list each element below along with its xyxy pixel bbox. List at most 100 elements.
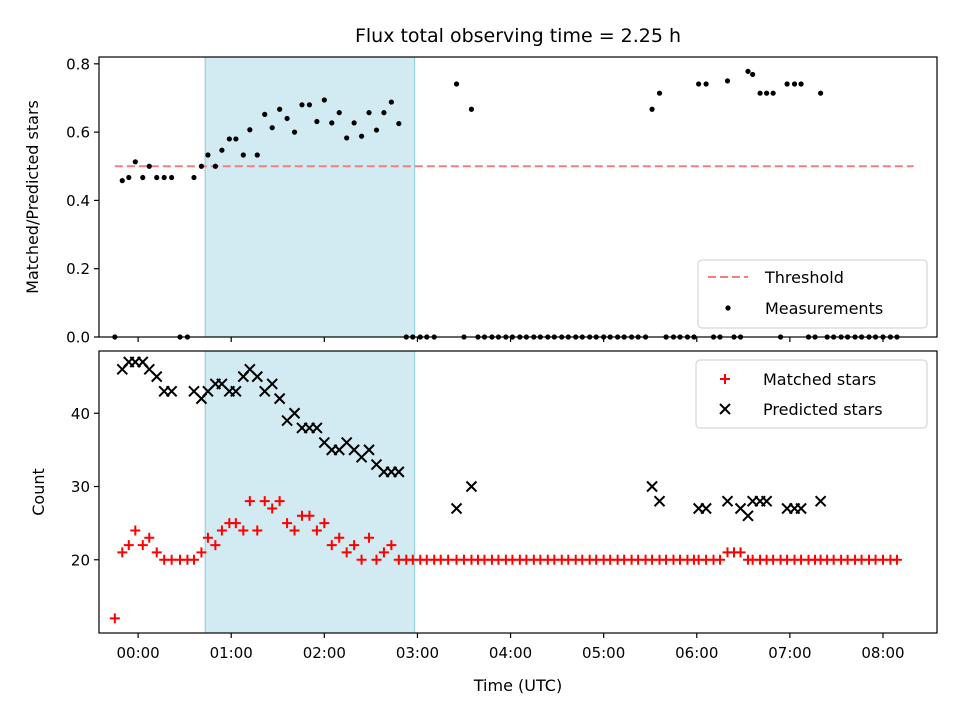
- measurement-point: [262, 111, 268, 117]
- matched-star-point: [244, 496, 255, 507]
- matched-star-point: [304, 510, 315, 521]
- matched-star-point: [267, 503, 278, 514]
- predicted-star-point: [251, 370, 263, 383]
- measurement-point: [329, 120, 335, 126]
- measurement-point: [169, 174, 175, 181]
- measurement-point: [299, 102, 305, 108]
- measurement-point: [212, 163, 218, 169]
- matched-star-point: [137, 540, 148, 551]
- matched-star-point: [109, 613, 120, 624]
- measurement-point: [656, 90, 663, 96]
- bottom-panel: 20 30 40 00:00 01:00 02:00 03:00 04:00 05:00 06:…: [29, 350, 938, 695]
- measurement-point: [219, 147, 225, 153]
- predicted-star-point: [721, 495, 734, 507]
- measurement-point: [191, 174, 197, 181]
- matched-star-point: [202, 532, 213, 543]
- bottom-y-axis-label: Count: [29, 468, 48, 516]
- matched-legend-label: Matched stars: [763, 370, 876, 389]
- matched-star-point: [364, 532, 375, 543]
- matched-star-point: [117, 547, 128, 558]
- predicted-star-point: [363, 444, 375, 456]
- y-tick-label: 40: [71, 405, 90, 423]
- x-tick-label: 08:00: [861, 644, 904, 662]
- top-panel: 0.00.20.40.60.8 Matched/Predicted stars …: [23, 55, 938, 347]
- measurement-point: [373, 127, 380, 133]
- measurement-point: [468, 106, 475, 112]
- chart-title: Flux total observing time = 2.25 h: [355, 25, 681, 47]
- x-tick-label: 02:00: [303, 644, 346, 662]
- bottom-axes-frame: [98, 350, 938, 634]
- measurement-point: [161, 174, 167, 181]
- measurement-point: [703, 81, 709, 87]
- y-tick-label: 0.6: [66, 124, 90, 142]
- matched-star-point: [238, 525, 249, 536]
- measurement-point: [724, 78, 731, 84]
- predicted-star-point: [760, 495, 773, 507]
- y-tick-label: 0.0: [66, 329, 90, 347]
- measurement-point: [140, 174, 146, 181]
- measurement-point: [757, 90, 763, 96]
- top-axes-frame: [98, 56, 938, 338]
- predicted-star-point: [814, 495, 827, 507]
- predicted-star-point: [450, 502, 463, 515]
- top-shaded-interval: [204, 56, 416, 338]
- measurement-point: [336, 110, 342, 116]
- y-tick-label: 0.8: [66, 55, 90, 73]
- measurement-point: [750, 71, 756, 78]
- matched-star-point: [334, 532, 345, 543]
- predicted-star-point: [646, 480, 658, 493]
- measurement-point: [344, 135, 350, 141]
- measurement-point: [205, 152, 211, 158]
- matched-star-point: [259, 496, 270, 507]
- matched-star-point: [715, 554, 726, 565]
- matched-star-point: [188, 554, 199, 565]
- measurement-point: [696, 81, 702, 87]
- matched-star-point: [735, 547, 746, 558]
- matched-star-point: [282, 518, 293, 529]
- measurement-point: [453, 81, 460, 87]
- x-tick-label: 01:00: [210, 644, 253, 662]
- measurement-point: [269, 125, 275, 131]
- measurement-point: [306, 102, 313, 108]
- measurement-point: [381, 110, 387, 116]
- measurement-point: [791, 81, 798, 87]
- measurement-point: [226, 136, 232, 142]
- x-tick-label: 07:00: [768, 644, 811, 662]
- predicted-star-point: [273, 392, 286, 405]
- matched-star-point: [386, 540, 397, 551]
- matched-star-point: [166, 554, 177, 565]
- measurements-legend-label: Measurements: [765, 299, 883, 318]
- y-tick-label: 30: [71, 478, 90, 496]
- measurement-point: [314, 118, 320, 125]
- matched-star-point: [196, 547, 207, 558]
- matched-star-point: [319, 518, 330, 529]
- measurement-point: [745, 68, 751, 74]
- measurement-point: [233, 136, 239, 142]
- predicted-star-point: [700, 502, 712, 515]
- x-tick-label: 06:00: [675, 644, 718, 662]
- top-legend-box: [697, 259, 928, 329]
- matched-star-point: [289, 525, 300, 536]
- measurement-point: [254, 152, 260, 158]
- matched-star-point: [210, 540, 221, 551]
- x-tick-label: 04:00: [489, 644, 532, 662]
- measurement-point: [358, 133, 365, 139]
- measurement-point: [798, 81, 804, 87]
- x-tick-label: 03:00: [396, 644, 439, 662]
- x-tick-label: 00:00: [116, 644, 159, 662]
- matched-legend-swatch: [720, 374, 730, 384]
- y-tick-label: 0.4: [66, 192, 90, 210]
- measurement-point: [119, 178, 125, 184]
- predicted-legend-swatch: [719, 403, 731, 415]
- matched-star-point: [443, 554, 454, 565]
- threshold-legend-label: Threshold: [764, 268, 844, 287]
- matched-star-point: [349, 540, 360, 551]
- predicted-star-point: [393, 466, 405, 478]
- measurement-point: [764, 90, 770, 96]
- predicted-star-point: [311, 422, 323, 434]
- y-tick-label: 20: [71, 551, 90, 569]
- measurement-point: [366, 110, 372, 116]
- measurement-point: [784, 81, 790, 87]
- matched-star-point: [341, 547, 352, 558]
